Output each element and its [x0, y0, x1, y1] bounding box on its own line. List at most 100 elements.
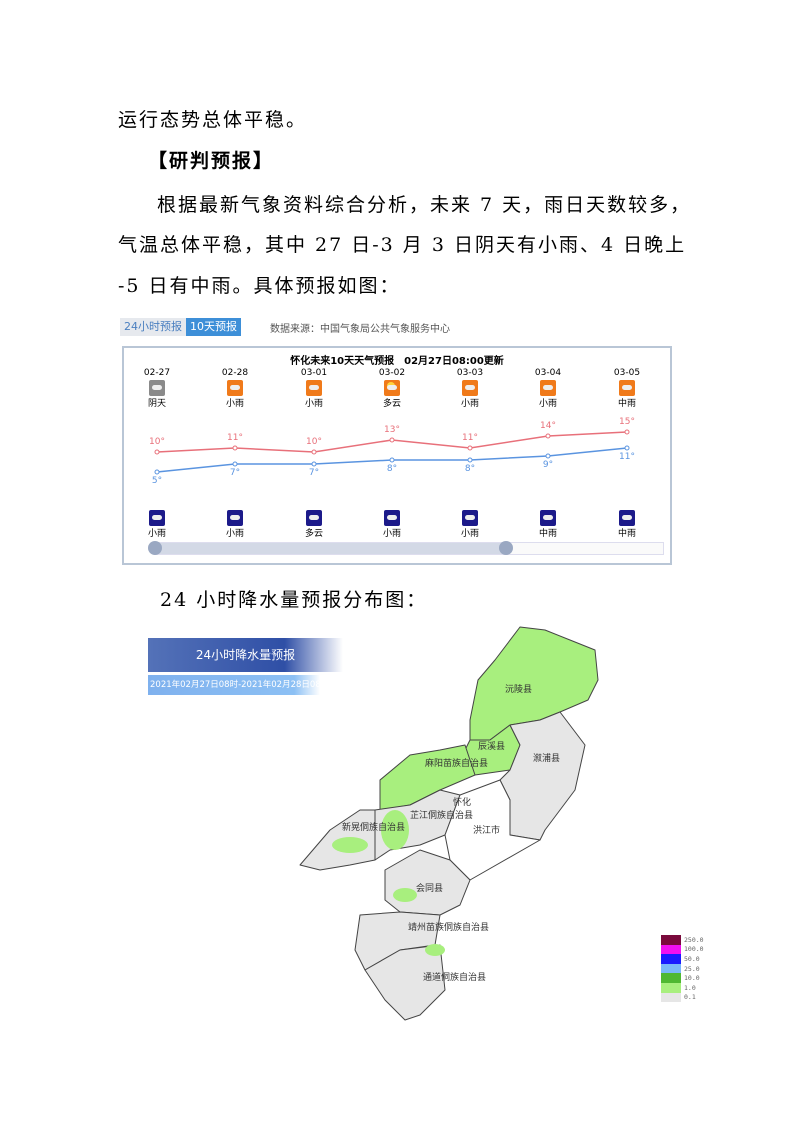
forecast-tabs: 24小时预报 10天预报 — [120, 318, 241, 336]
light-rain-icon — [540, 380, 556, 396]
low-temp-point — [311, 461, 317, 467]
cloudy-night-icon — [306, 510, 322, 526]
slider-handle-left[interactable] — [148, 541, 162, 555]
data-source: 数据来源：中国气象局公共气象服务中心 — [270, 324, 450, 335]
paragraph-line: -5 日有中雨。具体预报如图： — [118, 275, 401, 297]
high-temp-point — [624, 429, 630, 435]
day-column: 03-04 小雨 — [523, 368, 573, 409]
low-temp-label: 5° — [151, 476, 163, 486]
light-rain-icon — [462, 510, 478, 526]
night-weather: 小雨 — [382, 529, 401, 539]
day-column: 02-28 小雨 — [210, 368, 260, 409]
slider-handle-right[interactable] — [498, 541, 513, 555]
paragraph-line: 根据最新气象资料综合分析，未来 7 天，雨日天数较多， — [157, 194, 692, 216]
map-title: 24小时降水量预报 — [148, 638, 343, 672]
legend-swatch — [661, 982, 681, 993]
overcast-icon — [149, 380, 165, 396]
map-legend: 250.0 100.0 50.0 25.0 10.0 1.0 0.1 — [661, 935, 704, 1003]
night-weather: 中雨 — [538, 529, 557, 539]
date-label: 02-27 — [143, 368, 171, 378]
map-label: 芷江侗族自治县 — [410, 809, 473, 821]
high-temp-label: 10° — [149, 437, 165, 447]
paragraph-line: 气温总体平稳，其中 27 日-3 月 3 日阴天有小雨、4 日晚上 — [118, 234, 687, 256]
day-weather: 小雨 — [538, 399, 557, 409]
legend-item: 100.0 — [661, 944, 704, 955]
legend-label: 50.0 — [684, 954, 700, 963]
tab-24h-forecast[interactable]: 24小时预报 — [120, 318, 186, 336]
low-temp-point — [545, 453, 551, 459]
day-weather: 小雨 — [460, 399, 479, 409]
date-label: 02-28 — [221, 368, 249, 378]
region-xupu — [499, 711, 586, 841]
map-label: 溆浦县 — [533, 752, 560, 764]
night-weather: 小雨 — [460, 529, 479, 539]
date-label: 03-05 — [613, 368, 641, 378]
legend-label: 10.0 — [684, 974, 700, 983]
paragraph-line: 24 小时降水量预报分布图： — [160, 589, 428, 611]
low-temp-label: 7° — [229, 468, 241, 478]
light-rain-icon — [384, 510, 400, 526]
night-column: 多云 — [289, 508, 339, 539]
forecast-panel: 怀化未来10天天气预报 02月27日08:00更新 02-27 阴天 小雨 02-… — [122, 346, 672, 565]
map-label: 新晃侗族自治县 — [342, 821, 405, 833]
map-label: 靖州苗族侗族自治县 — [408, 921, 489, 933]
temperature-chart — [154, 429, 630, 475]
legend-label: 25.0 — [684, 964, 700, 973]
date-label: 03-01 — [300, 368, 328, 378]
map-label: 沅陵县 — [505, 683, 532, 695]
legend-item: 1.0 — [661, 982, 704, 993]
high-temp-label: 11° — [462, 433, 478, 443]
night-weather: 中雨 — [617, 529, 636, 539]
high-temp-label: 14° — [540, 421, 556, 431]
map-label: 辰溪县 — [478, 740, 505, 752]
day-column: 02-27 阴天 — [132, 368, 182, 409]
legend-label: 1.0 — [684, 983, 696, 992]
range-slider[interactable] — [148, 541, 664, 555]
legend-label: 250.0 — [684, 935, 704, 944]
low-temp-label: 7° — [308, 468, 320, 478]
day-weather: 中雨 — [617, 399, 636, 409]
paragraph-line: 运行态势总体平稳。 — [118, 109, 308, 131]
tab-10day-forecast[interactable]: 10天预报 — [186, 318, 241, 336]
moderate-rain-icon — [619, 380, 635, 396]
day-column: 03-01 小雨 — [289, 368, 339, 409]
map-label: 洪江市 — [473, 824, 500, 836]
region-tongdao — [364, 944, 446, 1021]
day-weather: 小雨 — [304, 399, 323, 409]
map-label: 怀化 — [453, 796, 471, 808]
legend-label: 0.1 — [684, 993, 696, 1002]
high-temp-point — [545, 433, 551, 439]
night-weather: 小雨 — [147, 529, 166, 539]
day-column: 03-02 多云 — [367, 368, 417, 409]
night-column: 中雨 — [602, 508, 652, 539]
day-column: 03-03 小雨 — [445, 368, 495, 409]
low-temp-point — [467, 457, 473, 463]
legend-swatch — [661, 954, 681, 964]
legend-item: 25.0 — [661, 963, 704, 974]
legend-item: 10.0 — [661, 973, 704, 983]
legend-swatch — [661, 973, 681, 983]
legend-item: 250.0 — [661, 935, 704, 945]
date-label: 03-04 — [534, 368, 562, 378]
high-temp-point — [232, 445, 238, 451]
light-rain-icon — [149, 510, 165, 526]
moderate-rain-icon — [619, 510, 635, 526]
low-temp-label: 8° — [386, 464, 398, 474]
light-rain-icon — [227, 510, 243, 526]
low-temp-label: 9° — [542, 460, 554, 470]
day-weather: 阴天 — [147, 399, 166, 409]
high-temp-label: 10° — [306, 437, 322, 447]
legend-item: 50.0 — [661, 954, 704, 964]
map-label: 麻阳苗族自治县 — [425, 757, 488, 769]
night-weather: 小雨 — [225, 529, 244, 539]
forecast-title: 怀化未来10天天气预报 02月27日08:00更新 — [290, 356, 504, 367]
light-rain-icon — [227, 380, 243, 396]
light-rain-icon — [462, 380, 478, 396]
high-temp-label: 15° — [619, 417, 635, 427]
map-label: 会同县 — [416, 882, 443, 894]
legend-label: 100.0 — [684, 945, 704, 954]
night-column: 小雨 — [132, 508, 182, 539]
night-weather: 多云 — [304, 529, 323, 539]
